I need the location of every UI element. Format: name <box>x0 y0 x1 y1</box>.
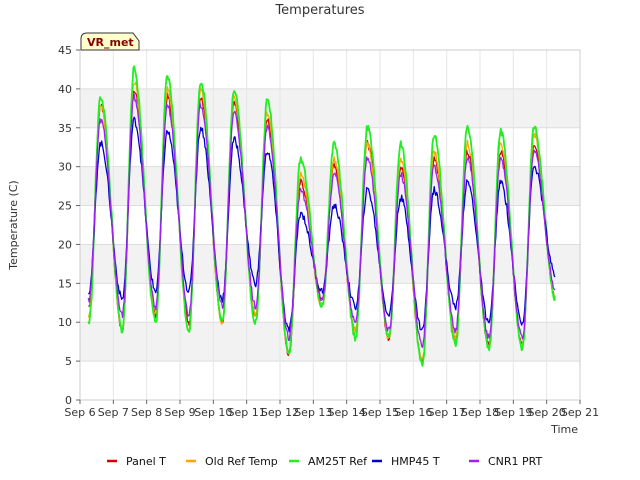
x-tick-label: Sep 16 <box>394 406 432 419</box>
y-tick-label: 5 <box>65 355 72 368</box>
x-tick-label: Sep 7 <box>98 406 129 419</box>
y-tick-label: 30 <box>58 161 72 174</box>
x-tick-label: Sep 20 <box>528 406 566 419</box>
x-tick-label: Sep 13 <box>294 406 332 419</box>
x-axis-title: Time <box>550 423 578 436</box>
grid-band <box>80 322 580 362</box>
x-tick-label: Sep 17 <box>428 406 466 419</box>
legend-label: Panel T <box>126 455 166 468</box>
y-tick-label: 15 <box>58 277 72 290</box>
y-tick-label: 0 <box>65 394 72 407</box>
series-line-cnr1-prt <box>87 93 556 349</box>
y-tick-label: 45 <box>58 44 72 57</box>
grid-band <box>80 88 580 128</box>
series-line-hmp45-t <box>87 116 556 333</box>
series-line-am25t-ref <box>87 65 556 367</box>
y-tick-label: 25 <box>58 200 72 213</box>
grid-band <box>80 244 580 284</box>
badge-label: VR_met <box>87 36 134 49</box>
x-tick-label: Sep 19 <box>494 406 532 419</box>
legend-label: HMP45 T <box>391 455 440 468</box>
x-tick-label: Sep 21 <box>561 406 599 419</box>
x-tick-label: Sep 11 <box>228 406 266 419</box>
x-tick-label: Sep 6 <box>64 406 95 419</box>
y-tick-label: 20 <box>58 238 72 251</box>
x-tick-label: Sep 9 <box>164 406 195 419</box>
y-tick-label: 40 <box>58 83 72 96</box>
x-tick-label: Sep 10 <box>194 406 232 419</box>
y-tick-label: 35 <box>58 122 72 135</box>
y-axis-title: Temperature (C) <box>7 180 20 270</box>
chart-title: Temperatures <box>274 3 364 18</box>
y-tick-label: 10 <box>58 316 72 329</box>
legend-label: AM25T Ref <box>308 455 368 468</box>
x-tick-label: Sep 12 <box>261 406 299 419</box>
legend-label: Old Ref Temp <box>205 455 278 468</box>
legend-label: CNR1 PRT <box>488 455 543 468</box>
x-tick-label: Sep 8 <box>131 406 162 419</box>
legend: Panel T Old Ref Temp AM25T Ref HMP45 T CNR1 … <box>107 455 543 468</box>
x-tick-label: Sep 14 <box>328 406 366 419</box>
plot-frame <box>79 49 581 401</box>
vr-met-badge: VR_met <box>80 32 140 51</box>
series-lines <box>87 65 556 367</box>
x-tick-label: Sep 18 <box>461 406 499 419</box>
x-tick-label: Sep 15 <box>361 406 399 419</box>
